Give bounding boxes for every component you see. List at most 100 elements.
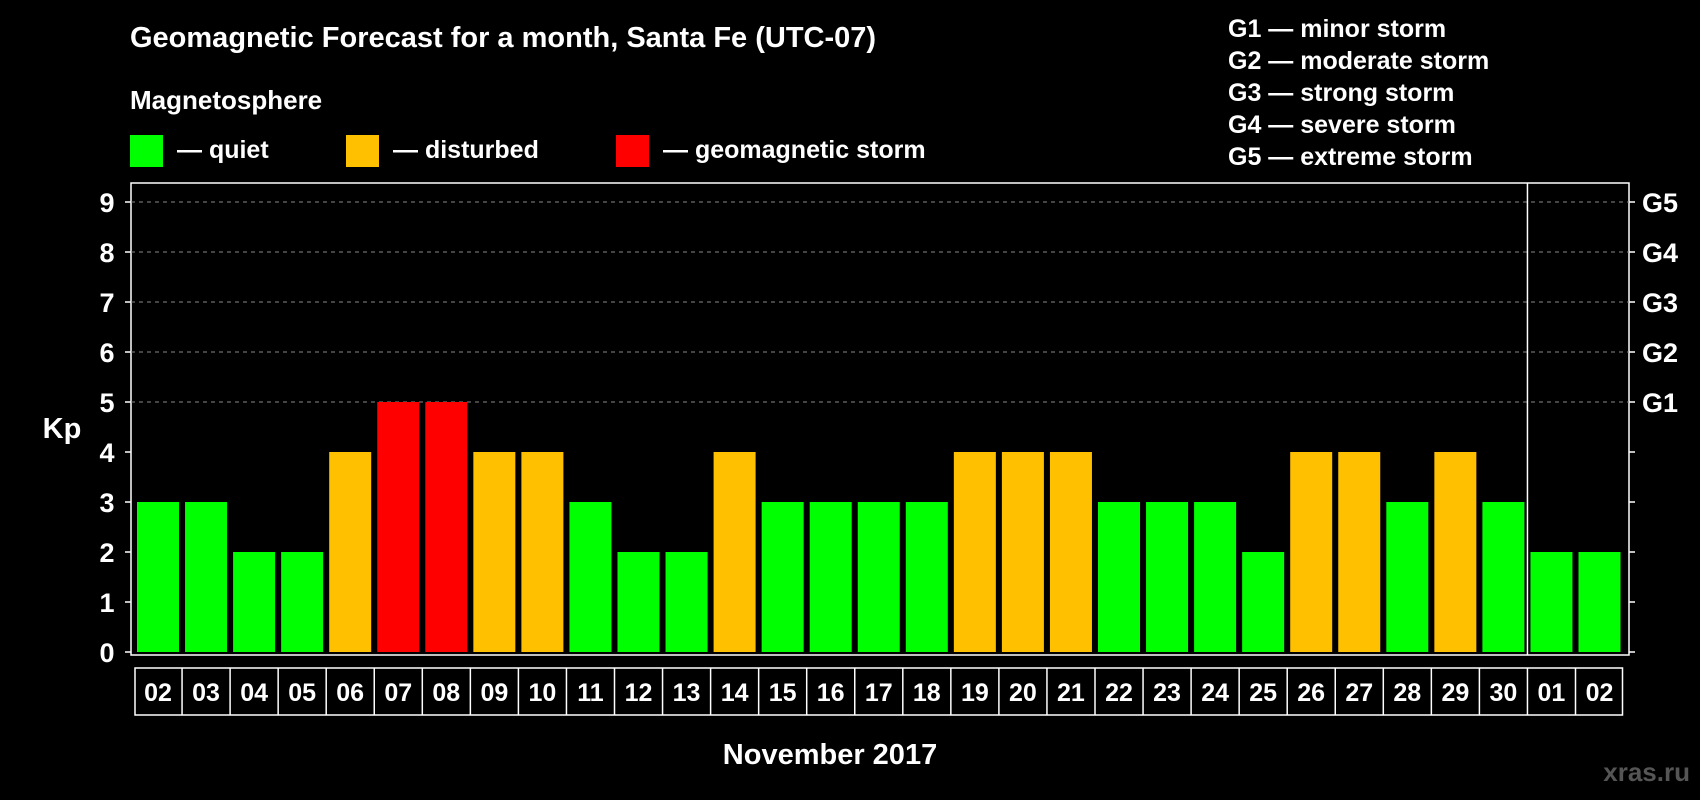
day-label: 24 [1201,679,1229,707]
legend-swatch [130,135,163,167]
day-label: 04 [240,679,268,707]
day-label: 16 [817,679,845,707]
legend-swatch [616,135,649,167]
storm-scale-item: G1 — minor storm [1228,15,1446,43]
day-label: 08 [432,679,460,707]
day-label: 21 [1057,679,1085,707]
y-tick-label: 4 [99,438,114,468]
g-level-label: G3 [1642,288,1678,318]
bar-26-24 [1290,452,1333,652]
day-label: 27 [1345,679,1373,707]
bar-09-7 [473,452,516,652]
bar-02-0 [137,502,179,652]
bar-10-8 [521,452,564,652]
day-label: 09 [480,679,508,707]
day-label: 29 [1441,679,1469,707]
day-label: 05 [288,679,316,707]
bar-20-18 [1001,452,1044,652]
day-label: 28 [1393,679,1421,707]
day-label: 22 [1105,679,1133,707]
day-label: 15 [769,679,797,707]
y-tick-label: 9 [99,188,114,218]
legend: — quiet — disturbed — geomagnetic storm [130,135,926,167]
day-label: 18 [913,679,941,707]
legend-label: — disturbed [393,136,539,164]
bar-01-29 [1530,552,1573,652]
watermark: xras.ru [1603,757,1690,787]
bar-02-30 [1578,552,1621,652]
day-label: 03 [192,679,220,707]
bar-23-21 [1146,502,1189,652]
legend-label: — geomagnetic storm [663,136,926,164]
g-level-label: G1 [1642,388,1678,418]
bar-28-26 [1386,502,1429,652]
day-label-box [134,667,1624,716]
day-label: 12 [625,679,653,707]
bar-25-23 [1242,552,1285,652]
plot-frame [130,182,1630,656]
g-level-label: G4 [1642,238,1678,268]
bar-15-13 [761,502,804,652]
storm-scale-item: G4 — severe storm [1228,111,1456,139]
legend-swatch [346,135,379,167]
day-label: 19 [961,679,989,707]
g-scale-axis: G1 G2 G3 G4 G5 [1629,188,1678,653]
bar-11-9 [569,502,612,652]
bar-17-15 [857,502,900,652]
bar-22-20 [1098,502,1140,652]
bar-24-22 [1194,502,1237,652]
y-axis-label: Kp [43,413,82,445]
bar-16-14 [809,502,852,652]
bar-05-3 [281,552,324,652]
legend-title: Magnetosphere [130,85,322,115]
day-label: 23 [1153,679,1181,707]
y-tick-label: 8 [99,238,114,268]
y-tick-label: 7 [99,288,114,318]
day-label: 06 [336,679,364,707]
chart-title: Geomagnetic Forecast for a month, Santa … [130,22,876,54]
day-label: 13 [673,679,701,707]
bar-06-4 [329,452,372,652]
bar-03-1 [185,502,228,652]
day-label: 07 [384,679,412,707]
y-axis: 0 1 2 3 4 5 6 7 8 9 [99,188,131,668]
y-tick-label: 0 [99,638,114,668]
day-label: 20 [1009,679,1037,707]
y-tick-label: 5 [99,388,114,418]
bar-30-28 [1482,502,1525,652]
y-tick-label: 6 [99,338,114,368]
storm-scale-list: G1 — minor storm G2 — moderate storm G3 — … [1228,15,1489,171]
day-label: 02 [144,679,172,707]
bar-19-17 [953,452,996,652]
storm-scale-item: G2 — moderate storm [1228,47,1489,75]
legend-label: — quiet [177,136,269,164]
day-label: 10 [528,679,556,707]
day-label: 26 [1297,679,1325,707]
bar-21-19 [1049,452,1092,652]
bar-04-2 [233,552,276,652]
g-level-label: G2 [1642,338,1678,368]
day-label: 14 [721,679,749,707]
y-tick-label: 1 [99,588,114,618]
bars [137,402,1621,652]
x-axis-day-labels: 02 03 04 05 06 07 08 09 10 11 12 13 14 15 16 17 18 19 20 21… [134,667,1624,716]
bar-07-5 [377,402,420,652]
day-label: 25 [1249,679,1277,707]
bar-14-12 [713,452,756,652]
day-label: 11 [577,679,604,707]
storm-scale-item: G3 — strong storm [1228,79,1454,107]
day-label: 30 [1489,679,1517,707]
bar-29-27 [1434,452,1477,652]
y-tick-label: 2 [99,538,114,568]
bar-18-16 [905,502,948,652]
g-level-label: G5 [1642,188,1678,218]
bar-13-11 [665,552,708,652]
day-label: 02 [1586,679,1614,707]
bar-12-10 [617,552,660,652]
storm-scale-item: G5 — extreme storm [1228,143,1473,171]
y-tick-label: 3 [99,488,114,518]
day-label: 01 [1538,679,1566,707]
bar-27-25 [1338,452,1381,652]
grid-lines [131,201,1629,403]
